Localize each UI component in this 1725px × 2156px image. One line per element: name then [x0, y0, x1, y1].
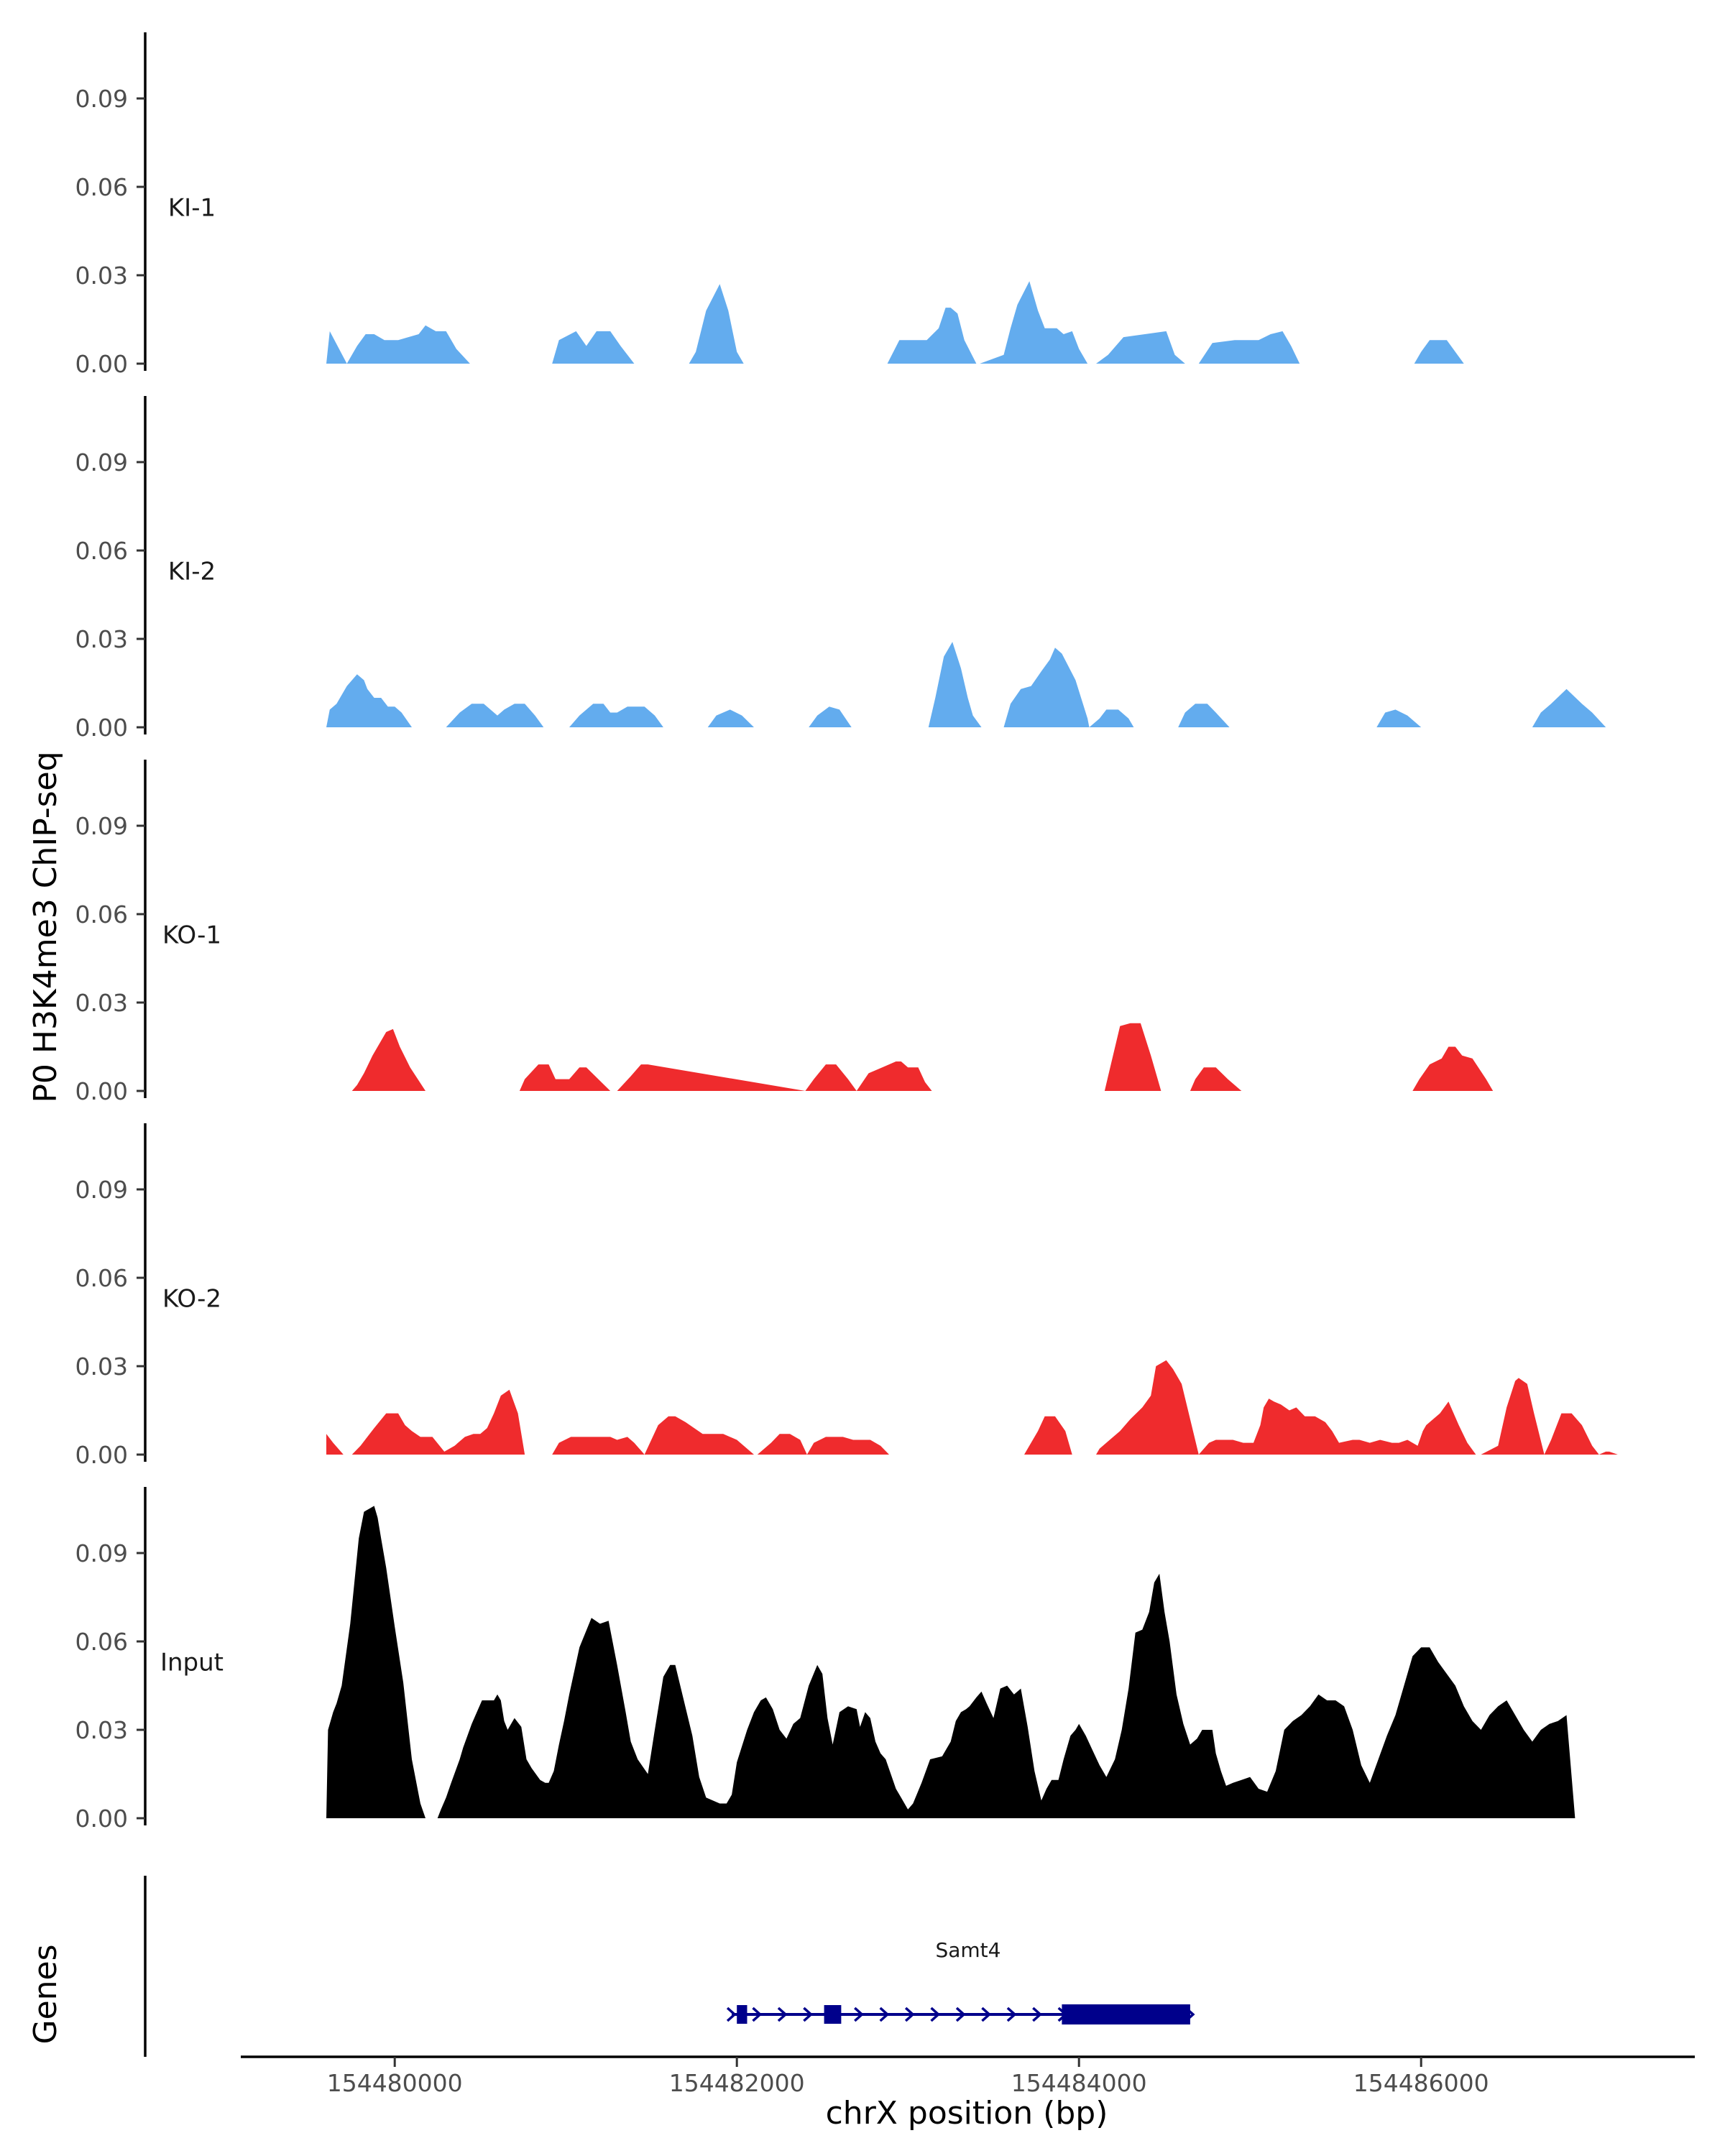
strand-arrow-icon [981, 2007, 992, 2022]
y-tick-label: 0.09 [75, 812, 128, 840]
y-tick-label: 0.06 [75, 537, 128, 565]
genes-axis-title: Genes [27, 1944, 64, 2044]
x-tick-label: 154484000 [1011, 2069, 1147, 2097]
strand-arrow-icon [777, 2007, 788, 2022]
y-tick-label: 0.03 [75, 1716, 128, 1744]
track-label: KO-2 [162, 1285, 221, 1314]
x-axis: 154480000 154482000 154484000 154486000 [241, 2055, 1695, 2097]
y-tick-label: 0.06 [75, 1628, 128, 1656]
y-tick-label: 0.03 [75, 262, 128, 290]
track-ko-2: 0.00 0.03 0.06 0.09 KO-2 [75, 1123, 1618, 1469]
track-ki-2: 0.00 0.03 0.06 0.09 KI-2 [75, 396, 1609, 742]
exon-block [1062, 2004, 1190, 2024]
strand-arrow-icon [930, 2007, 941, 2022]
track-label: KO-1 [162, 921, 221, 950]
y-tick-label: 0.06 [75, 173, 128, 201]
strand-arrow-icon [955, 2007, 966, 2022]
strand-arrow-icon [879, 2007, 890, 2022]
x-tick-label: 154486000 [1353, 2069, 1489, 2097]
gene-name-label: Samt4 [935, 1938, 1000, 1962]
y-tick-label: 0.03 [75, 989, 128, 1017]
track-label: KI-2 [168, 558, 216, 586]
track-label: KI-1 [168, 194, 216, 223]
strand-arrow-icon [854, 2007, 864, 2022]
y-tick-label: 0.03 [75, 625, 128, 653]
signal-area-ki-2 [326, 642, 1609, 727]
y-tick-label: 0.09 [75, 85, 128, 113]
strand-arrow-icon [726, 2007, 737, 2022]
signal-area-input [326, 1506, 1584, 1818]
strand-arrow-icon [904, 2007, 915, 2022]
strand-arrow-icon [1032, 2007, 1042, 2022]
y-tick-label: 0.00 [75, 1077, 128, 1105]
strand-arrow-icon [803, 2007, 813, 2022]
signal-area-ki-1 [326, 281, 1464, 364]
y-axis-title: P0 H3K4me3 ChIP-seq [27, 751, 64, 1102]
signal-area-ko-1 [351, 1023, 1494, 1091]
exon-block [824, 2005, 842, 2024]
track-ki-1: 0.00 0.03 0.06 0.09 KI-1 [75, 32, 1464, 378]
x-tick-label: 154480000 [327, 2069, 463, 2097]
y-tick-label: 0.00 [75, 714, 128, 742]
x-axis-title: chrX position (bp) [826, 2095, 1108, 2132]
exon-block [737, 2005, 748, 2024]
strand-arrow-icon [1006, 2007, 1017, 2022]
strand-arrow-icon [752, 2007, 763, 2022]
y-tick-label: 0.00 [75, 1441, 128, 1469]
y-tick-label: 0.03 [75, 1353, 128, 1381]
track-ko-1: 0.00 0.03 0.06 0.09 KO-1 [75, 760, 1494, 1105]
signal-tracks: 0.00 0.03 0.06 0.09 KI-1 0.00 0.03 0.06 0.09 KI-2… [75, 32, 1618, 1833]
gene-annotation-track: Samt4 [144, 1876, 1195, 2057]
y-tick-label: 0.06 [75, 900, 128, 929]
y-tick-label: 0.00 [75, 350, 128, 378]
track-input: 0.00 0.03 0.06 0.09 Input [75, 1487, 1584, 1833]
track-label: Input [160, 1649, 224, 1677]
x-tick-label: 154482000 [669, 2069, 805, 2097]
y-tick-label: 0.09 [75, 448, 128, 476]
y-tick-label: 0.00 [75, 1805, 128, 1833]
y-tick-label: 0.06 [75, 1264, 128, 1292]
y-tick-label: 0.09 [75, 1539, 128, 1567]
signal-area-ko-2 [326, 1360, 1618, 1455]
y-tick-label: 0.09 [75, 1176, 128, 1204]
